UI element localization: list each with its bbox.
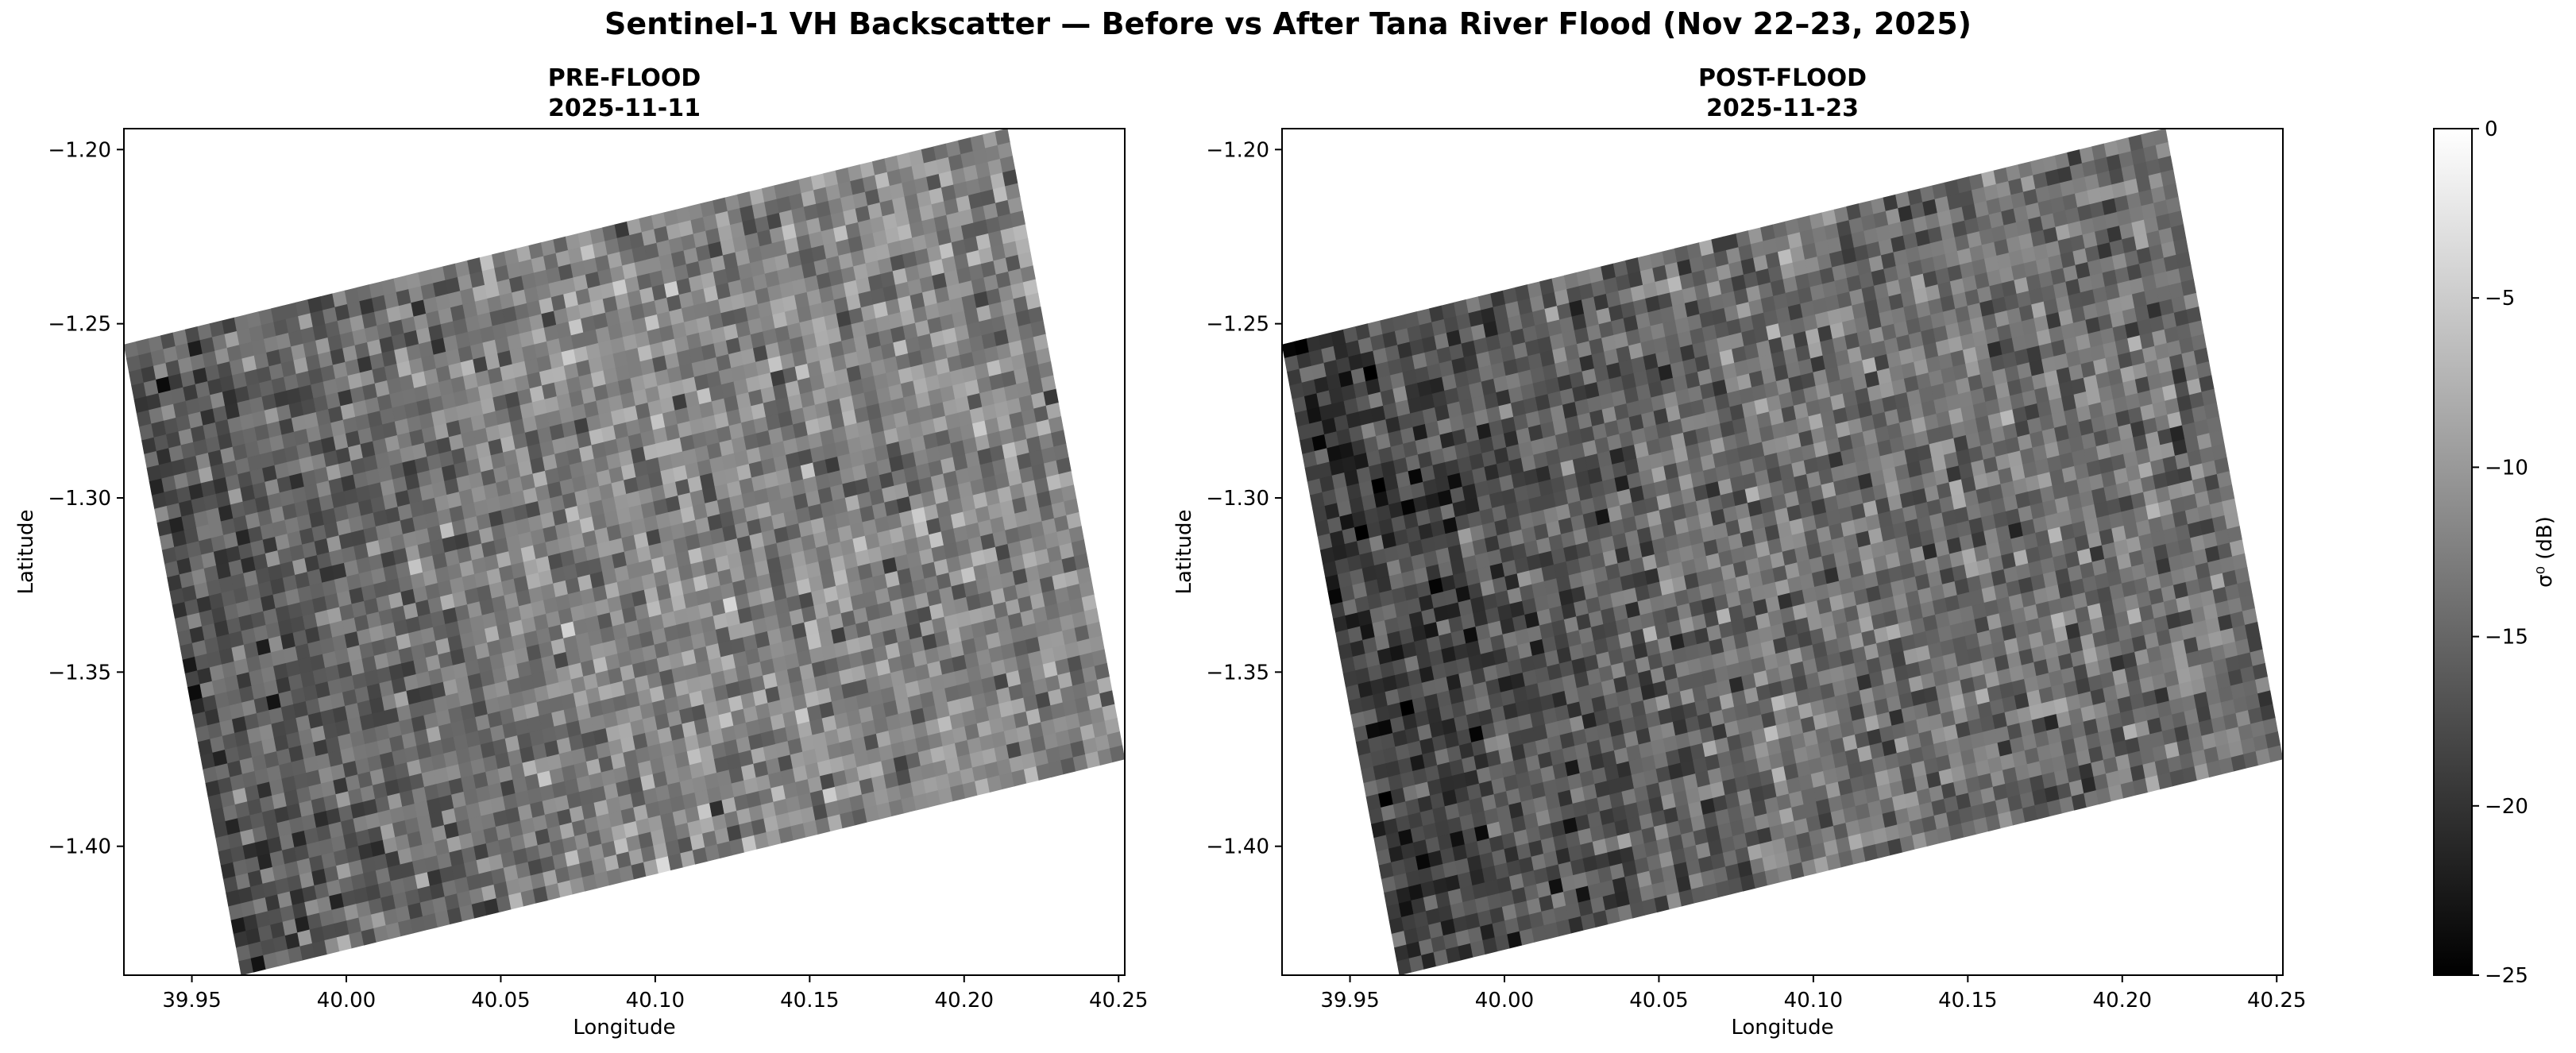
panel-title: POST-FLOOD	[1698, 64, 1867, 92]
x-tick-label: 40.10	[626, 989, 685, 1012]
y-axis-label: Latitude	[1172, 509, 1196, 594]
x-tick-label: 40.10	[1784, 989, 1843, 1012]
panel-date: 2025-11-11	[548, 94, 701, 122]
colorbar-tick-label: −5	[2485, 287, 2515, 310]
y-tick-label: −1.25	[1206, 313, 1269, 337]
axes-frame	[123, 128, 1126, 976]
x-tick-label: 40.05	[471, 989, 530, 1012]
figure-title: Sentinel-1 VH Backscatter — Before vs Af…	[604, 6, 1972, 41]
colorbar-tick-label: 0	[2485, 118, 2498, 141]
x-axis-label: Longitude	[573, 1016, 675, 1040]
colorbar-gradient	[2433, 128, 2473, 976]
x-axis-label: Longitude	[1731, 1016, 1833, 1040]
x-tick-label: 40.00	[1475, 989, 1534, 1012]
panel-pre-flood: 39.95 40.00 40.05 40.10 40.15 40.20 40.25 −1.20…	[14, 64, 1148, 1040]
y-tick-label: −1.20	[1206, 138, 1269, 162]
x-tick-label: 40.20	[935, 989, 994, 1012]
y-tick-label: −1.40	[1206, 835, 1269, 859]
y-tick-label: −1.30	[48, 487, 111, 511]
y-tick-label: −1.25	[48, 313, 111, 337]
x-tick-label: 40.00	[317, 989, 376, 1012]
x-tick-label: 40.20	[2093, 989, 2152, 1012]
backscatter-image	[124, 129, 1125, 975]
x-tick-label: 40.05	[1629, 989, 1688, 1012]
x-tick-label: 40.15	[780, 989, 839, 1012]
x-tick-label: 40.25	[1089, 989, 1148, 1012]
colorbar-tick-label: −10	[2485, 456, 2528, 480]
panel-date: 2025-11-23	[1706, 94, 1859, 122]
colorbar-label: σ⁰ (dB)	[2533, 516, 2557, 588]
panel-post-flood: 39.95 40.00 40.05 40.10 40.15 40.20 40.25 −1.20…	[1172, 64, 2306, 1040]
y-axis-label: Latitude	[14, 509, 38, 594]
x-tick-label: 40.25	[2247, 989, 2306, 1012]
x-tick-label: 40.15	[1938, 989, 1997, 1012]
colorbar-tick-label: −15	[2485, 626, 2528, 650]
x-tick-label: 39.95	[1320, 989, 1379, 1012]
panel-title: PRE-FLOOD	[548, 64, 701, 92]
colorbar: 0 −5 −10 −15 −20 −25 σ⁰ (dB)	[2433, 118, 2557, 988]
colorbar-tick-label: −25	[2485, 964, 2528, 988]
y-tick-label: −1.35	[48, 661, 111, 685]
colorbar-tick-label: −20	[2485, 795, 2528, 819]
y-tick-label: −1.20	[48, 138, 111, 162]
y-tick-label: −1.40	[48, 835, 111, 859]
y-tick-label: −1.35	[1206, 661, 1269, 685]
x-tick-label: 39.95	[162, 989, 221, 1012]
y-tick-label: −1.30	[1206, 487, 1269, 511]
backscatter-image	[1282, 129, 2283, 975]
axes-frame	[1281, 128, 2284, 976]
